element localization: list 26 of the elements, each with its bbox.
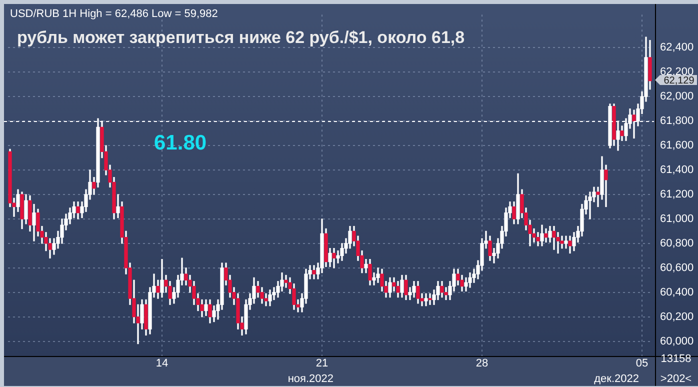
chart-subtitle: USD/RUB 1H High = 62,486 Low = 59,982 [10, 8, 218, 20]
y-tick-label: 60,000 [660, 335, 694, 348]
y-tick-label: 60,600 [660, 262, 694, 274]
text: ноя.2022 [288, 373, 334, 385]
y-tick-label: 60,800 [660, 237, 694, 250]
y-tick-label: 62,400 [660, 42, 694, 54]
candlestick [604, 164, 608, 208]
text: дек.2022 [594, 373, 640, 385]
y-tick-label: 62,000 [660, 90, 694, 103]
x-tick-label: 28 [476, 358, 488, 370]
text: >202< [660, 373, 692, 385]
text: 62,129 [664, 75, 695, 86]
y-tick-label: 60,200 [660, 310, 694, 323]
y-tick-label: 61,200 [660, 188, 694, 201]
y-tick-label: 60,400 [660, 286, 694, 298]
annotation: 61.80 [154, 131, 207, 154]
text: рубль может закрепиться ниже 62 руб./$1, около 61,8 [17, 28, 465, 47]
x-tick-label: 05 [636, 358, 648, 370]
y-tick-label: 61,800 [660, 115, 694, 128]
y-tick-label: 61,000 [660, 212, 694, 225]
candlestick [428, 293, 432, 305]
y-tick-label: 61,400 [660, 164, 694, 176]
y-tick-label: 61,600 [660, 140, 694, 152]
x-tick-label: 21 [316, 358, 328, 370]
text: 13158 [660, 353, 692, 365]
x-tick-label: 14 [156, 358, 168, 370]
